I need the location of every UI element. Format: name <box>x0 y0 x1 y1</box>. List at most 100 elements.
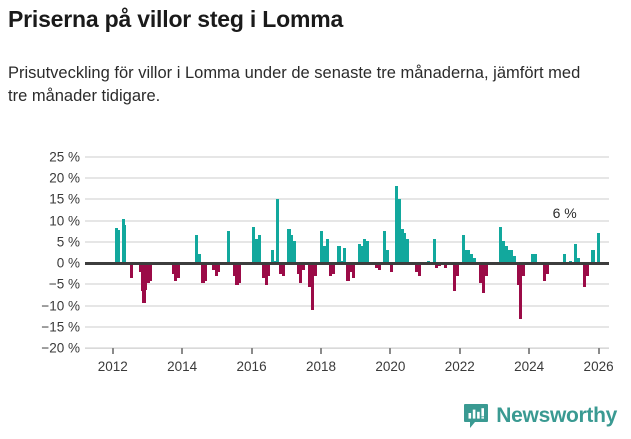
bar <box>215 263 219 277</box>
bar <box>499 226 503 264</box>
bar <box>583 263 587 287</box>
bar <box>217 263 221 273</box>
bar <box>576 258 580 264</box>
x-axis-tick <box>319 348 322 354</box>
x-axis-tick <box>181 348 184 354</box>
bar <box>267 263 271 277</box>
bar <box>176 263 180 278</box>
bar <box>201 263 205 283</box>
bar <box>257 235 261 264</box>
bar <box>211 263 215 270</box>
bar <box>254 239 258 264</box>
bar <box>262 263 266 279</box>
bar <box>479 263 483 283</box>
bar <box>322 245 326 264</box>
x-axis-line <box>85 348 609 349</box>
y-axis-tick-label: −15 % <box>41 319 80 335</box>
bar <box>443 263 447 268</box>
bar <box>299 263 303 283</box>
chart-plot-wrapper: 25 % 20 % 15 % 10 % 5 % 0 % −5 % −10 % −15 % −20 … <box>0 148 631 375</box>
x-axis-tick-label: 2012 <box>97 359 128 374</box>
bar <box>507 249 511 264</box>
y-axis-tick-label: 5 % <box>56 234 80 250</box>
bar <box>276 199 280 264</box>
bar <box>470 254 474 264</box>
bar <box>461 235 465 264</box>
y-axis-tick-label: −20 % <box>41 340 80 356</box>
bar <box>252 226 256 264</box>
gridline <box>85 156 609 158</box>
bar <box>337 245 341 264</box>
chart-plot-area: 6 % <box>85 156 609 349</box>
x-axis-tick-label: 2016 <box>236 359 267 374</box>
bar <box>374 263 379 268</box>
gridline <box>85 198 609 201</box>
bar <box>203 263 207 281</box>
bar <box>386 249 390 264</box>
bar <box>406 239 410 264</box>
x-axis-tick-label: 2020 <box>375 359 406 374</box>
bar <box>365 241 370 264</box>
bar <box>115 228 119 264</box>
newsworthy-logo-text: Newsworthy <box>496 404 617 427</box>
bar <box>313 263 317 277</box>
bar <box>472 258 476 264</box>
bar <box>426 260 431 264</box>
bar <box>563 254 567 264</box>
bar <box>149 263 153 281</box>
bar <box>383 230 387 264</box>
x-axis-tick-label: 2024 <box>514 359 545 374</box>
gridline <box>85 304 609 307</box>
bar <box>533 254 537 264</box>
x-axis-tick-label: 2018 <box>305 359 336 374</box>
bar <box>346 263 350 281</box>
bar <box>435 263 439 268</box>
bar <box>363 239 367 264</box>
gridline <box>85 283 609 286</box>
zero-baseline <box>85 262 609 266</box>
gridline <box>85 240 609 243</box>
gridline <box>85 219 609 222</box>
bar <box>331 263 335 275</box>
bar <box>432 239 436 264</box>
gridline <box>85 325 609 328</box>
bar <box>144 263 148 290</box>
bar <box>174 263 178 281</box>
bar <box>542 263 546 281</box>
bar <box>226 230 230 264</box>
x-axis-tick-label: 2014 <box>167 359 198 374</box>
bar <box>357 243 361 264</box>
bar <box>400 228 404 264</box>
bar <box>522 263 526 277</box>
bar-series <box>85 157 609 348</box>
bar <box>264 263 269 285</box>
bar <box>545 263 549 275</box>
bar <box>235 263 239 285</box>
bar <box>501 241 506 264</box>
x-axis-tick <box>597 348 600 354</box>
bar <box>452 263 456 292</box>
bar <box>352 263 356 279</box>
bar <box>117 230 121 264</box>
bar <box>237 263 241 283</box>
y-axis-tick-label: 25 % <box>49 149 80 165</box>
bar <box>510 249 514 264</box>
page-title: Priserna på villor steg i Lomma <box>8 6 344 32</box>
bar <box>121 218 125 264</box>
bar <box>516 263 520 285</box>
bar <box>349 263 353 273</box>
bar <box>467 249 471 264</box>
x-axis-tick-label: 2022 <box>444 359 475 374</box>
x-axis-tick <box>250 348 253 354</box>
bar <box>403 232 407 264</box>
y-axis-tick-label: −10 % <box>41 298 80 314</box>
bar <box>397 199 401 264</box>
bar <box>302 263 306 270</box>
bar <box>504 245 508 264</box>
bar <box>340 260 344 264</box>
bar <box>233 263 237 277</box>
x-axis-tick <box>111 348 114 354</box>
newsworthy-logo: Newsworthy <box>463 403 617 429</box>
bar <box>390 263 394 273</box>
bar <box>270 249 274 264</box>
